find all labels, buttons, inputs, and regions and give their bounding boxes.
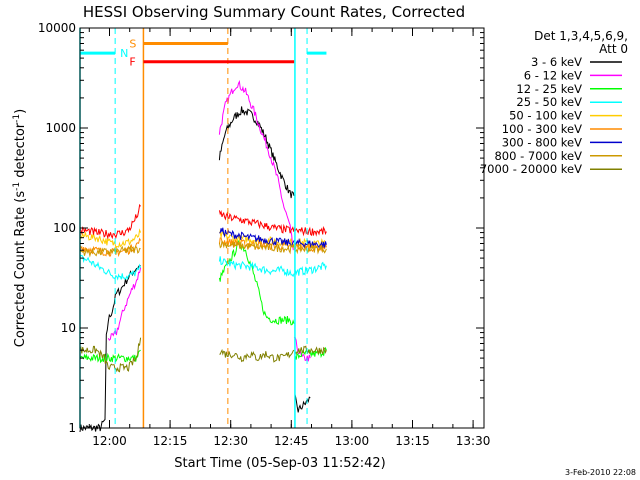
legend-entry-label: 25 - 50 keV <box>516 95 582 109</box>
y-tick-label: 10 <box>61 321 76 335</box>
x-tick-label: 13:30 <box>456 434 491 448</box>
series-line-segment <box>79 203 141 240</box>
x-tick-label: 12:15 <box>153 434 188 448</box>
series-800-7000-kev <box>79 240 327 258</box>
legend-header-attenuator: Att 0 <box>599 42 628 56</box>
series-300-800-kev <box>219 227 327 249</box>
series-6-12-kev <box>107 79 311 362</box>
series-line-segment <box>79 228 142 249</box>
x-tick-label: 12:45 <box>274 434 309 448</box>
series-line-segment <box>218 239 295 326</box>
series-line-segment <box>294 346 327 360</box>
series-line-segment <box>219 227 327 249</box>
series-line-segment <box>79 349 141 364</box>
series-line-segment <box>79 254 142 281</box>
flare-label: F <box>129 56 135 69</box>
legend-entry-label: 100 - 300 keV <box>502 122 582 136</box>
series-line-segment <box>218 240 327 255</box>
footer-date: 3-Feb-2010 22:08 <box>565 468 636 477</box>
series-25-50-kev <box>79 254 327 281</box>
series-12-25-kev <box>79 239 327 364</box>
y-tick-label: 1000 <box>45 121 76 135</box>
x-tick-label: 13:00 <box>335 434 370 448</box>
saa-label: S <box>129 37 136 50</box>
chart-title: HESSI Observing Summary Count Rates, Cor… <box>83 3 465 21</box>
y-axis-label: Corrected Count Rate (s-1 detector-1) <box>12 109 28 347</box>
series-line-segment <box>294 261 327 276</box>
y-tick-label: 10000 <box>38 21 76 35</box>
series-extra-9 <box>79 203 327 240</box>
legend-entry-label: 7000 - 20000 keV <box>480 162 582 176</box>
series-line-segment <box>293 336 311 362</box>
legend-entry-label: 6 - 12 keV <box>524 68 582 82</box>
series-line-segment <box>218 210 327 237</box>
x-tick-label: 13:15 <box>395 434 430 448</box>
legend-entry-label: 12 - 25 keV <box>516 82 582 96</box>
series-line-segment <box>218 79 294 251</box>
series-line-segment <box>294 345 327 355</box>
plot-frame <box>79 27 485 429</box>
legend-entry-label: 50 - 100 keV <box>509 109 582 123</box>
plot-area: NSF 1 10 100 1000 10000 12:00 12:15 12:30 12:45 13… <box>38 21 491 448</box>
series-7000-20000-kev <box>79 337 327 373</box>
night-label: N <box>120 47 128 60</box>
series-line-segment <box>219 348 295 363</box>
x-tick-label: 12:00 <box>92 434 127 448</box>
series-line-segment <box>218 106 295 199</box>
legend-entry-label: 3 - 6 keV <box>531 55 582 69</box>
x-axis-label: Start Time (05-Sep-03 11:52:42) <box>174 456 385 471</box>
x-tick-label: 12:30 <box>213 434 248 448</box>
series-line-segment <box>294 393 311 413</box>
legend-header-detectors: Det 1,3,4,5,6,9, <box>534 29 628 43</box>
series-line-segment <box>79 245 141 258</box>
series-line-segment <box>107 267 142 341</box>
series-3-6-kev <box>79 106 311 433</box>
y-tick-label: 100 <box>53 221 76 235</box>
legend-entry-label: 300 - 800 keV <box>502 135 582 149</box>
series-line-segment <box>79 337 142 373</box>
legend-entry-label: 800 - 7000 keV <box>494 149 582 163</box>
y-tick-label: 1 <box>68 421 76 435</box>
series-line-segment <box>218 256 295 278</box>
